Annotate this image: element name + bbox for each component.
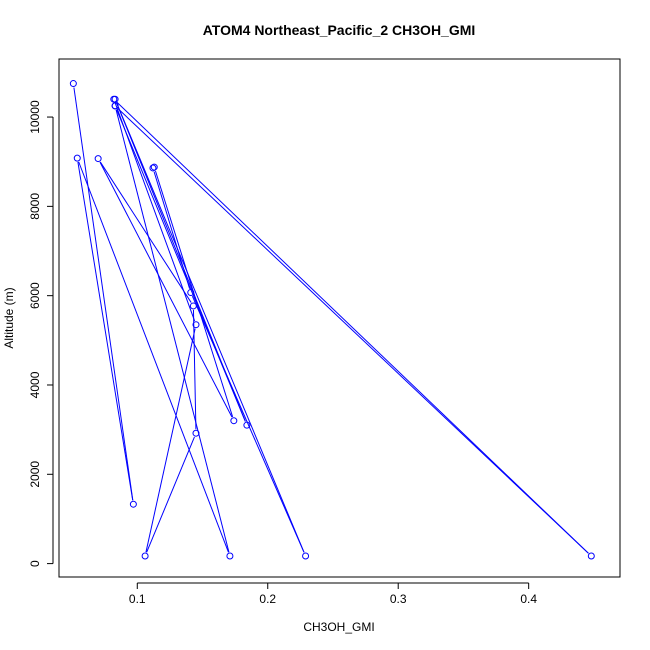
series-segment: [99, 161, 192, 303]
series-segment: [116, 101, 589, 554]
data-point: [189, 302, 197, 310]
x-tick-label: 0.3: [390, 592, 407, 606]
plot-frame: [58, 58, 621, 578]
series-segment: [77, 162, 134, 501]
y-axis: 0 2000 4000 6000 8000 10000: [28, 100, 54, 567]
data-point: [73, 154, 81, 162]
data-point: [150, 163, 158, 171]
chart-title: ATOM4 Northeast_Pacific_2 CH3OH_GMI: [203, 22, 476, 38]
y-tick-label: 10000: [28, 100, 42, 134]
y-tick-label: 2000: [28, 461, 42, 488]
y-tick-label: 0: [28, 560, 42, 567]
data-point: [302, 552, 310, 560]
data-point: [187, 289, 195, 297]
series-segment: [116, 102, 305, 553]
y-tick-label: 8000: [28, 193, 42, 220]
data-point: [226, 552, 234, 560]
data-point: [149, 164, 157, 172]
y-axis-label: Altitude (m): [2, 287, 16, 348]
data-point: [587, 552, 595, 560]
data-point: [192, 429, 200, 437]
series-ch3oh-gmi: [69, 80, 595, 560]
y-tick-label: 4000: [28, 371, 42, 398]
series-segment: [73, 87, 134, 501]
series-segment: [192, 309, 197, 430]
data-point: [94, 155, 102, 163]
data-point: [111, 95, 119, 103]
x-axis-label: CH3OH_GMI: [303, 620, 374, 634]
data-point: [141, 552, 149, 560]
data-point: [230, 417, 238, 425]
data-point: [69, 80, 77, 88]
data-point: [111, 102, 119, 110]
x-tick-label: 0.1: [129, 592, 146, 606]
series-segment: [99, 161, 233, 418]
series-segment: [78, 161, 229, 553]
data-point: [243, 421, 251, 429]
series-segment: [146, 436, 195, 553]
x-tick-label: 0.4: [520, 592, 537, 606]
x-tick-label: 0.2: [259, 592, 276, 606]
series-segment: [116, 109, 246, 422]
series-segment: [145, 328, 196, 553]
series-segment: [115, 109, 230, 553]
data-point: [192, 321, 200, 329]
y-tick-label: 6000: [28, 282, 42, 309]
x-axis: 0.1 0.2 0.3 0.4: [129, 582, 537, 606]
series-segment: [117, 108, 589, 554]
data-point: [129, 500, 137, 508]
